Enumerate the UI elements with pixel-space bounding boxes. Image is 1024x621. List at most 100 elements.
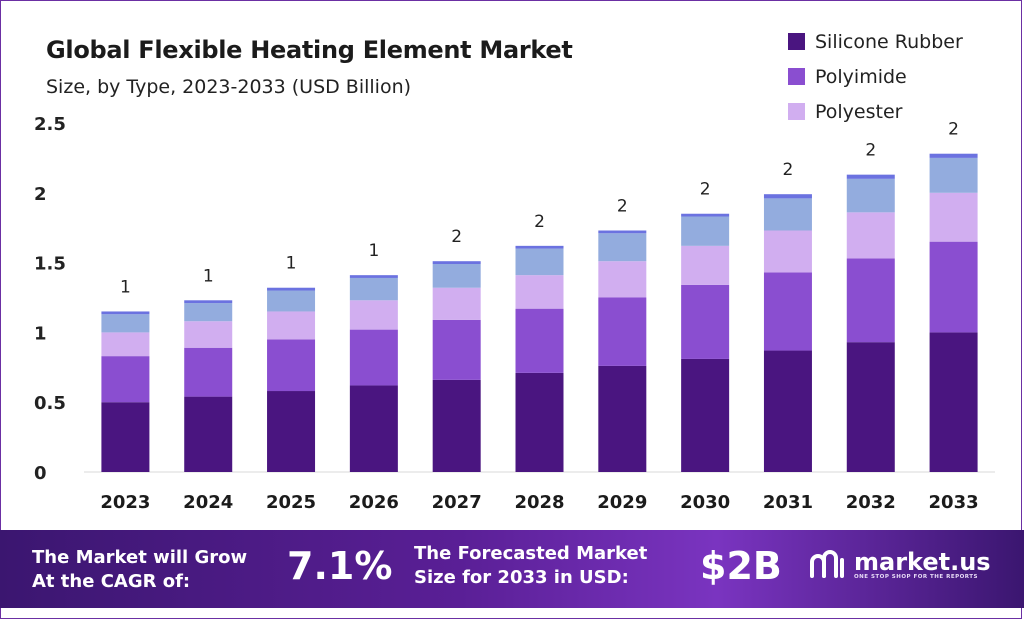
bar-segment-polyester bbox=[929, 192, 978, 242]
bar-segment-polyester bbox=[681, 245, 730, 285]
brand-name: market.us bbox=[854, 548, 991, 576]
bar-segment-other bbox=[846, 178, 895, 213]
bar-total-label: 2 bbox=[534, 212, 545, 232]
bar-segment-polyester bbox=[763, 230, 812, 273]
bar-segment-other bbox=[929, 157, 978, 193]
cagr-label-line2: At the CAGR of: bbox=[32, 571, 191, 592]
bar-segment-cap bbox=[598, 230, 647, 234]
brand-logo: market.us ONE STOP SHOP FOR THE REPORTS bbox=[808, 548, 991, 582]
market-us-logo-icon bbox=[810, 550, 844, 578]
bar-segment-cap bbox=[267, 287, 316, 291]
legend-swatch-silicone-rubber bbox=[788, 33, 805, 50]
bar-segment-cap bbox=[184, 300, 233, 304]
legend-item-silicone-rubber: Silicone Rubber bbox=[788, 24, 963, 59]
x-tick-label: 2033 bbox=[929, 492, 979, 513]
cagr-value: 7.1% bbox=[287, 544, 393, 588]
bar-segment-silicone-rubber bbox=[681, 358, 730, 472]
legend-swatch-polyimide bbox=[788, 68, 805, 85]
bar-segment-polyester bbox=[846, 212, 895, 259]
brand-tagline: ONE STOP SHOP FOR THE REPORTS bbox=[854, 574, 978, 580]
bar-segment-cap bbox=[846, 174, 895, 179]
bar-segment-polyimide bbox=[184, 347, 233, 397]
x-tick-label: 2025 bbox=[266, 492, 316, 513]
x-tick-label: 2029 bbox=[597, 492, 647, 513]
bar-total-label: 2 bbox=[451, 227, 462, 247]
bar-segment-polyester bbox=[184, 321, 233, 348]
bar-total-label: 1 bbox=[120, 277, 131, 297]
forecast-value: $2B bbox=[700, 544, 782, 588]
bar-total-label: 2 bbox=[700, 180, 711, 200]
x-tick-label: 2030 bbox=[680, 492, 730, 513]
x-tick-label: 2032 bbox=[846, 492, 896, 513]
legend-item-polyimide: Polyimide bbox=[788, 59, 963, 94]
bar-segment-silicone-rubber bbox=[929, 332, 978, 472]
y-tick-label: 0.5 bbox=[34, 393, 66, 414]
legend-label: Silicone Rubber bbox=[815, 30, 963, 53]
legend-item-polyester: Polyester bbox=[788, 94, 963, 129]
bar-segment-silicone-rubber bbox=[515, 372, 564, 472]
x-tick-label: 2024 bbox=[183, 492, 233, 513]
bar-segment-silicone-rubber bbox=[763, 350, 812, 472]
y-tick-label: 2 bbox=[34, 184, 47, 205]
y-tick-label: 2.5 bbox=[34, 114, 66, 135]
bar-total-label: 1 bbox=[203, 266, 214, 286]
bar-segment-silicone-rubber bbox=[349, 385, 398, 472]
bar-segment-other bbox=[515, 248, 564, 276]
bar-segment-polyester bbox=[598, 261, 647, 298]
bar-segment-silicone-rubber bbox=[598, 365, 647, 472]
bar-chart: 0 0.5 1 1.5 2 2.5 1 2023 1 2024 1 2025 1 2026 2 2027 2 20… bbox=[34, 114, 995, 513]
bar-segment-cap bbox=[515, 245, 564, 249]
bar-segment-other bbox=[101, 314, 150, 333]
bar-segment-other bbox=[598, 233, 647, 262]
legend-swatch-polyester bbox=[788, 103, 805, 120]
bar-segment-polyimide bbox=[515, 308, 564, 373]
bar-segment-polyimide bbox=[349, 329, 398, 386]
bar-segment-polyester bbox=[101, 332, 150, 357]
x-tick-label: 2026 bbox=[349, 492, 399, 513]
bar-segment-cap bbox=[681, 213, 730, 217]
bar-segment-polyimide bbox=[101, 356, 150, 403]
bar-segment-polyimide bbox=[846, 258, 895, 343]
x-tick-label: 2028 bbox=[514, 492, 564, 513]
bar-segment-polyimide bbox=[929, 241, 978, 333]
bar-segment-other bbox=[432, 263, 481, 288]
bar-total-label: 2 bbox=[783, 160, 794, 180]
bar-total-label: 2 bbox=[948, 120, 959, 140]
forecast-label: The Forecasted Market Size for 2033 in U… bbox=[414, 542, 647, 590]
bar-segment-polyimide bbox=[681, 284, 730, 359]
chart-title: Global Flexible Heating Element Market bbox=[46, 36, 573, 64]
legend-label: Polyester bbox=[815, 100, 903, 123]
bar-segment-cap bbox=[432, 261, 481, 264]
bar-segment-polyimide bbox=[763, 272, 812, 351]
footer-banner: The Market will Grow At the CAGR of: 7.1… bbox=[0, 530, 1024, 608]
bar-segment-polyester bbox=[515, 275, 564, 309]
cagr-label: The Market will Grow At the CAGR of: bbox=[32, 546, 247, 594]
bar-segment-other bbox=[184, 303, 233, 322]
bar-segment-silicone-rubber bbox=[432, 379, 481, 472]
bar-total-label: 1 bbox=[286, 254, 297, 274]
forecast-label-line1: The Forecasted Market bbox=[414, 543, 648, 564]
legend: Silicone Rubber Polyimide Polyester bbox=[788, 24, 963, 129]
bar-segment-other bbox=[681, 216, 730, 246]
bar-segment-other bbox=[763, 198, 812, 231]
bar-segment-polyester bbox=[349, 300, 398, 330]
x-tick-label: 2027 bbox=[432, 492, 482, 513]
bar-total-label: 1 bbox=[368, 241, 379, 261]
legend-label: Polyimide bbox=[815, 65, 907, 88]
bar-segment-polyimide bbox=[598, 297, 647, 366]
chart-subtitle: Size, by Type, 2023-2033 (USD Billion) bbox=[46, 76, 412, 98]
forecast-label-line2: Size for 2033 in USD: bbox=[414, 567, 629, 588]
y-tick-label: 0 bbox=[34, 463, 47, 484]
y-tick-label: 1.5 bbox=[34, 254, 66, 275]
bar-segment-silicone-rubber bbox=[184, 396, 233, 472]
bar-total-label: 2 bbox=[617, 196, 628, 216]
bar-segment-other bbox=[349, 277, 398, 301]
bar-segment-silicone-rubber bbox=[846, 342, 895, 472]
bar-segment-silicone-rubber bbox=[267, 391, 316, 472]
x-tick-label: 2031 bbox=[763, 492, 813, 513]
bar-segment-cap bbox=[101, 311, 150, 315]
bar-segment-other bbox=[267, 290, 316, 312]
y-tick-label: 1 bbox=[34, 323, 47, 344]
bar-segment-cap bbox=[349, 275, 398, 278]
